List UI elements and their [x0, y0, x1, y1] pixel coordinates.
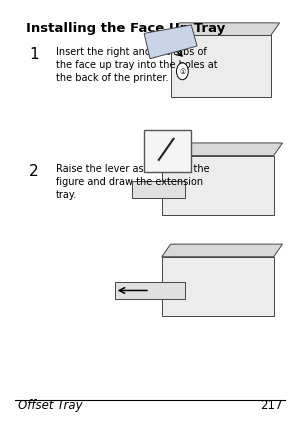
Bar — [162, 156, 274, 215]
Polygon shape — [144, 26, 197, 60]
Polygon shape — [162, 144, 283, 156]
Text: Insert the right and left tabs of
the face up tray into the holes at
the back of: Insert the right and left tabs of the fa… — [56, 47, 218, 83]
Text: Raise the lever as shown in the
figure and draw the extension
tray.: Raise the lever as shown in the figure a… — [56, 164, 209, 200]
Text: Offset Tray: Offset Tray — [17, 398, 82, 412]
Polygon shape — [162, 245, 283, 257]
Text: 217: 217 — [260, 398, 283, 412]
Text: 2: 2 — [29, 164, 39, 178]
Polygon shape — [171, 24, 280, 36]
Bar — [132, 181, 185, 198]
Circle shape — [176, 64, 188, 81]
Bar — [171, 36, 271, 98]
Text: ①: ① — [179, 69, 185, 75]
Text: 1: 1 — [29, 47, 39, 62]
Text: Installing the Face Up Tray: Installing the Face Up Tray — [26, 22, 226, 35]
Bar — [115, 282, 185, 299]
Bar — [144, 131, 191, 173]
Bar — [162, 257, 274, 316]
